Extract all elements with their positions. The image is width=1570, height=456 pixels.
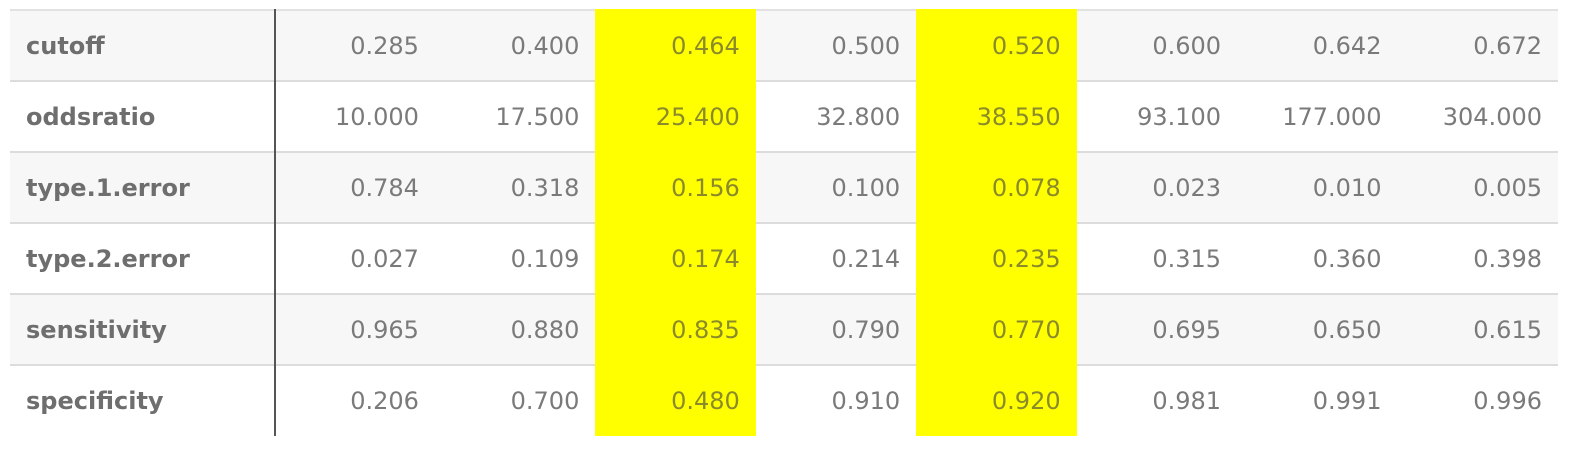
highlighted-cell: 25.400 [595, 80, 756, 152]
table-cell: 0.285 [274, 9, 435, 81]
table-cell: 0.672 [1397, 9, 1558, 81]
table-cell: 177.000 [1237, 80, 1398, 152]
table-row: cutoff 0.285 0.400 0.464 0.500 0.520 0.600 0.64… [10, 9, 1558, 81]
row-label: type.2.error [10, 222, 276, 294]
table-cell: 0.360 [1237, 222, 1398, 294]
table-cell: 0.005 [1397, 151, 1558, 223]
table-cell: 0.991 [1237, 364, 1398, 436]
highlighted-cell: 0.464 [595, 9, 756, 81]
highlighted-cell: 0.770 [916, 293, 1077, 365]
highlighted-cell: 0.480 [595, 364, 756, 436]
highlighted-cell: 38.550 [916, 80, 1077, 152]
highlighted-cell: 0.235 [916, 222, 1077, 294]
table-row: type.1.error 0.784 0.318 0.156 0.100 0.078 0.0… [10, 151, 1558, 223]
table-cell: 0.100 [755, 151, 917, 223]
table-cell: 0.784 [274, 151, 435, 223]
table-row: oddsratio 10.000 17.500 25.400 32.800 38.550 9… [10, 80, 1558, 152]
table-cell: 0.023 [1076, 151, 1238, 223]
table-cell: 0.910 [755, 364, 917, 436]
table-cell: 0.109 [434, 222, 596, 294]
highlighted-cell: 0.078 [916, 151, 1077, 223]
table-cell: 0.214 [755, 222, 917, 294]
highlighted-cell: 0.174 [595, 222, 756, 294]
table-cell: 0.642 [1237, 9, 1398, 81]
table-row: type.2.error 0.027 0.109 0.174 0.214 0.235 0.3… [10, 222, 1558, 294]
table-cell: 0.500 [755, 9, 917, 81]
table-cell: 0.027 [274, 222, 435, 294]
highlighted-cell: 0.156 [595, 151, 756, 223]
table-cell: 10.000 [274, 80, 435, 152]
table-cell: 0.965 [274, 293, 435, 365]
table-cell: 0.206 [274, 364, 435, 436]
row-label: specificity [10, 364, 276, 436]
table-cell: 0.315 [1076, 222, 1238, 294]
table-cell: 304.000 [1397, 80, 1558, 152]
table-cell: 32.800 [755, 80, 917, 152]
row-label: type.1.error [10, 151, 276, 223]
table-row: sensitivity 0.965 0.880 0.835 0.790 0.770 0.69… [10, 293, 1558, 365]
table-cell: 0.650 [1237, 293, 1398, 365]
table-body: cutoff 0.285 0.400 0.464 0.500 0.520 0.600 0.64… [10, 9, 1558, 436]
row-label: oddsratio [10, 80, 276, 152]
table-cell: 17.500 [434, 80, 596, 152]
table-cell: 0.700 [434, 364, 596, 436]
table-cell: 0.010 [1237, 151, 1398, 223]
row-label: sensitivity [10, 293, 276, 365]
table-cell: 0.400 [434, 9, 596, 81]
table-cell: 0.600 [1076, 9, 1238, 81]
data-table: cutoff 0.285 0.400 0.464 0.500 0.520 0.600 0.64… [10, 9, 1558, 436]
highlighted-cell: 0.520 [916, 9, 1077, 81]
table-row: specificity 0.206 0.700 0.480 0.910 0.920 0.98… [10, 364, 1558, 436]
table-cell: 0.981 [1076, 364, 1238, 436]
table-cell: 0.790 [755, 293, 917, 365]
table-cell: 0.880 [434, 293, 596, 365]
highlighted-cell: 0.920 [916, 364, 1077, 436]
data-table-container: cutoff 0.285 0.400 0.464 0.500 0.520 0.600 0.64… [10, 9, 1558, 436]
table-cell: 0.695 [1076, 293, 1238, 365]
table-cell: 93.100 [1076, 80, 1238, 152]
table-cell: 0.996 [1397, 364, 1558, 436]
table-cell: 0.398 [1397, 222, 1558, 294]
table-cell: 0.318 [434, 151, 596, 223]
table-cell: 0.615 [1397, 293, 1558, 365]
row-label: cutoff [10, 9, 276, 81]
highlighted-cell: 0.835 [595, 293, 756, 365]
